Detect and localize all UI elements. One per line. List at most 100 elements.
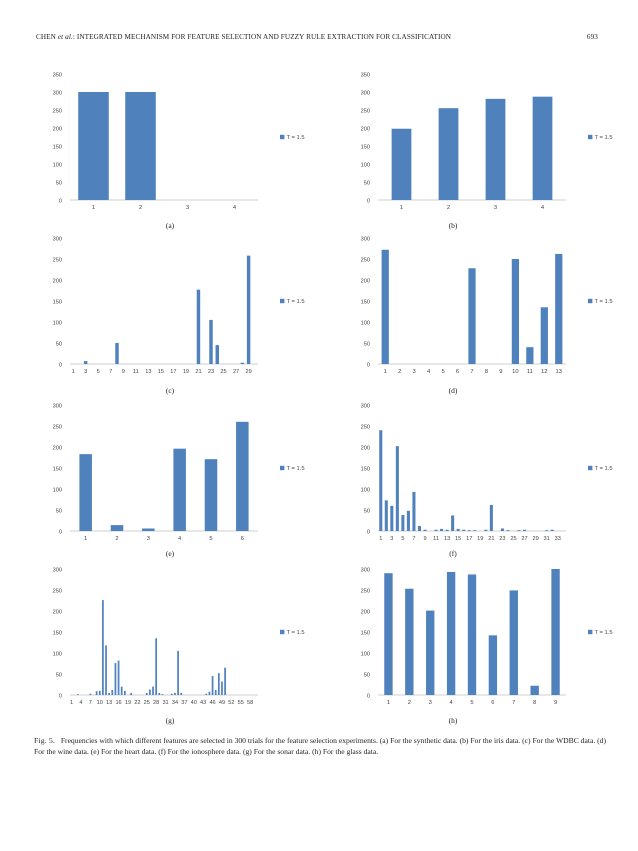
y-tick-label: 50 xyxy=(364,180,370,186)
bar-g-36 xyxy=(180,692,183,695)
x-tick-label: 22 xyxy=(134,700,140,706)
x-tick-label: 1 xyxy=(387,700,390,706)
y-tick-label: 150 xyxy=(53,299,62,305)
y-tick-label: 200 xyxy=(361,609,370,615)
y-tick-label: 50 xyxy=(364,508,370,514)
y-tick-label: 200 xyxy=(53,126,62,132)
y-tick-label: 250 xyxy=(361,424,370,430)
x-tick-label: 25 xyxy=(220,369,226,375)
bar-d-1 xyxy=(381,249,389,364)
bar-f-8 xyxy=(417,525,421,531)
y-tick-label: 100 xyxy=(53,487,62,493)
x-tick-label: 15 xyxy=(455,536,461,542)
x-tick-label: 2 xyxy=(447,205,450,211)
bar-d-7 xyxy=(468,268,476,364)
bar-e-2 xyxy=(110,525,124,531)
bar-g-3 xyxy=(76,694,79,695)
bar-f-16 xyxy=(462,529,466,531)
x-tick-label: 4 xyxy=(427,369,431,375)
y-tick-label: 350 xyxy=(53,72,62,78)
y-tick-label: 300 xyxy=(53,403,62,409)
y-tick-label: 150 xyxy=(361,144,370,150)
y-tick-label: 250 xyxy=(53,108,62,114)
x-tick-label: 6 xyxy=(456,369,459,375)
y-tick-label: 250 xyxy=(53,257,62,263)
y-tick-label: 200 xyxy=(361,445,370,451)
x-tick-label: 3 xyxy=(147,536,150,542)
bar-g-30 xyxy=(161,694,164,695)
panel-label-d: (d) xyxy=(448,386,458,395)
running-title: CHEN et al.: INTEGRATED MECHANISM FOR FE… xyxy=(36,33,451,41)
figure-caption: Fig. 5. Frequencies with which different… xyxy=(34,736,606,757)
y-tick-label: 100 xyxy=(53,320,62,326)
legend-label: T = 1.5 xyxy=(287,135,305,141)
x-tick-label: 4 xyxy=(79,700,82,706)
x-tick-label: 52 xyxy=(228,700,234,706)
y-tick-label: 0 xyxy=(367,693,370,699)
bar-f-18 xyxy=(473,530,477,531)
bar-f-12 xyxy=(440,528,444,531)
bar-f-23 xyxy=(500,528,504,531)
x-tick-label: 37 xyxy=(181,700,187,706)
bar-f-26 xyxy=(517,530,521,531)
y-tick-label: 300 xyxy=(361,236,370,242)
x-tick-label: 5 xyxy=(97,369,100,375)
y-tick-label: 0 xyxy=(59,529,62,535)
legend-label: T = 1.5 xyxy=(595,135,613,141)
y-tick-label: 300 xyxy=(53,236,62,242)
bar-g-18 xyxy=(123,690,126,695)
x-tick-label: 3 xyxy=(413,369,416,375)
x-tick-label: 1 xyxy=(384,369,387,375)
bar-chart-e: 0 50 100 150 200 250 300 1 2 3 4 5 6 T = 1.5 xyxy=(53,403,305,542)
bar-chart-g: 0 50 100 150 200 250 300 1 4 7 10 13 16 19 22 25 28 31 34 3… xyxy=(53,567,305,706)
bar-g-49 xyxy=(221,681,223,695)
x-tick-label: 40 xyxy=(191,700,197,706)
x-tick-label: 3 xyxy=(429,700,432,706)
bar-c-28 xyxy=(240,362,245,364)
x-tick-label: 10 xyxy=(512,369,518,375)
x-tick-label: 12 xyxy=(541,369,547,375)
y-tick-label: 200 xyxy=(53,609,62,615)
y-tick-label: 100 xyxy=(53,162,62,168)
bar-g-50 xyxy=(224,667,226,695)
legend-swatch xyxy=(588,629,593,635)
y-tick-label: 0 xyxy=(367,362,370,368)
x-tick-label: 1 xyxy=(379,536,382,542)
chart-panel-g: 0 50 100 150 200 250 300 1 4 7 10 13 16 19 22 25 28 31 34 3… xyxy=(22,561,322,731)
x-tick-label: 21 xyxy=(488,536,494,542)
bar-f-5 xyxy=(401,515,405,531)
chart-panel-d: 0 50 100 150 200 250 300 1 2 3 4 5 6 7 8 9 10 11 12 13 T = 1… xyxy=(330,230,630,400)
bar-g-13 xyxy=(108,692,111,695)
bar-g-45 xyxy=(208,691,211,695)
y-tick-label: 100 xyxy=(53,651,62,657)
x-tick-label: 5 xyxy=(470,700,473,706)
bar-f-9 xyxy=(423,529,427,531)
y-tick-label: 200 xyxy=(361,126,370,132)
legend-swatch xyxy=(280,465,285,471)
x-tick-label: 29 xyxy=(245,369,251,375)
panel-label-g: (g) xyxy=(165,716,175,725)
panel-label-b: (b) xyxy=(448,221,458,230)
y-tick-label: 150 xyxy=(361,299,370,305)
x-tick-label: 9 xyxy=(122,369,125,375)
bar-f-27 xyxy=(523,529,527,531)
panel-label-a: (a) xyxy=(165,221,175,230)
bar-f-7 xyxy=(412,491,416,531)
legend-label: T = 1.5 xyxy=(287,630,305,636)
x-tick-label: 23 xyxy=(499,536,505,542)
bar-h-1 xyxy=(384,573,393,695)
x-tick-label: 31 xyxy=(544,536,550,542)
x-tick-label: 3 xyxy=(494,205,497,211)
bar-f-24 xyxy=(506,530,510,531)
x-tick-label: 7 xyxy=(89,700,92,706)
x-tick-label: 1 xyxy=(70,700,73,706)
header-title: : INTEGRATED MECHANISM FOR FEATURE SELEC… xyxy=(72,33,452,41)
bar-e-4 xyxy=(173,448,186,531)
x-tick-label: 1 xyxy=(400,205,403,211)
x-tick-label: 2 xyxy=(408,700,411,706)
x-tick-label: 3 xyxy=(84,369,87,375)
y-tick-label: 300 xyxy=(361,403,370,409)
y-tick-label: 0 xyxy=(59,362,62,368)
